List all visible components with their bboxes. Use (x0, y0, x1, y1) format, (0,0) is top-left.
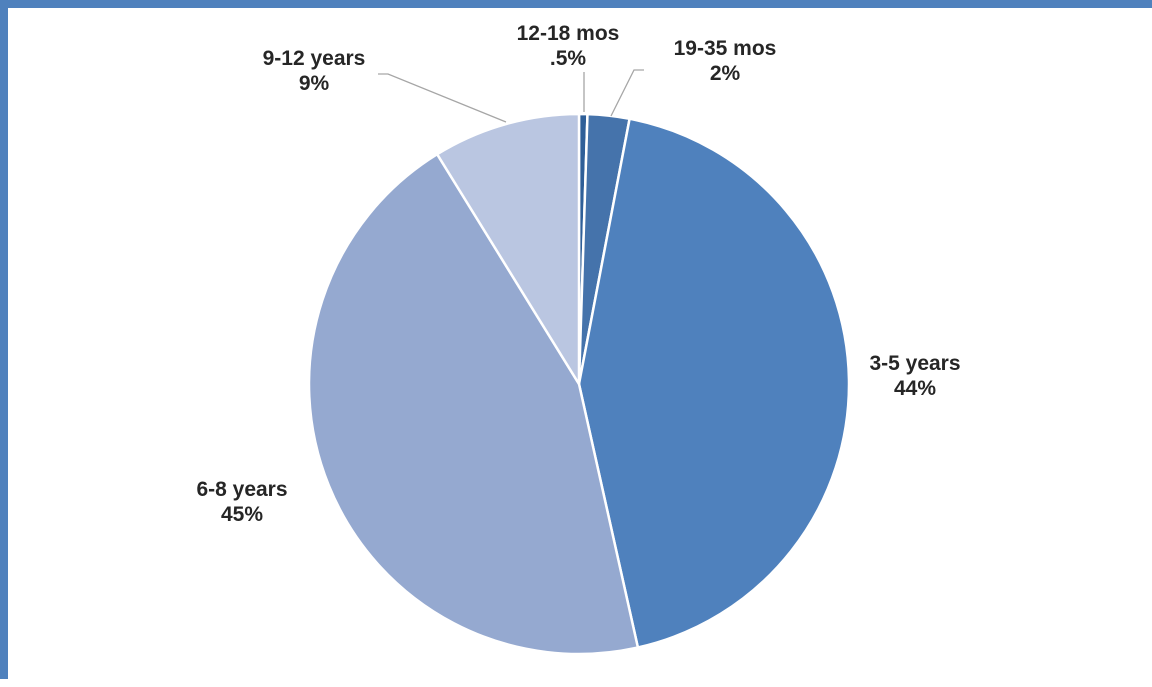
slice-label-6-8-years: 6-8 years (196, 478, 287, 501)
leader-lines (378, 69, 644, 123)
slice-value-3-5-years: 44% (894, 377, 936, 400)
pie-slice-3-5-years (577, 117, 851, 649)
pie-slices (307, 112, 851, 656)
slice-value-6-8-years: 45% (221, 503, 263, 526)
slice-value-19-35-mos: 2% (710, 62, 741, 85)
leader-line-19-35-mos (610, 69, 644, 117)
slice-value-9-12-years: 9% (299, 72, 330, 95)
pie-slice-9-12-years (435, 112, 581, 389)
leader-line-9-12-years (378, 73, 507, 123)
slice-label-19-35-mos: 19-35 mos (674, 37, 777, 60)
slice-label-12-18-mos: 12-18 mos (517, 22, 620, 45)
slice-value-12-18-mos: .5% (550, 47, 587, 70)
slice-label-9-12-years: 9-12 years (263, 47, 366, 70)
pie-slice-6-8-years (307, 152, 640, 656)
slice-label-3-5-years: 3-5 years (869, 352, 960, 375)
